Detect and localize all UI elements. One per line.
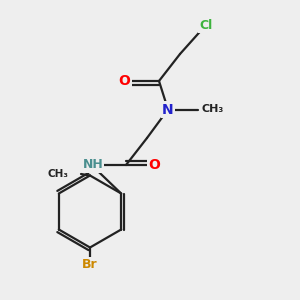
Text: Br: Br	[82, 257, 98, 271]
Text: O: O	[148, 158, 160, 172]
Text: O: O	[118, 74, 130, 88]
Text: N: N	[162, 103, 174, 116]
Text: Cl: Cl	[199, 19, 212, 32]
Text: CH₃: CH₃	[202, 104, 224, 115]
Text: CH₃: CH₃	[48, 169, 69, 179]
Text: NH: NH	[82, 158, 103, 172]
